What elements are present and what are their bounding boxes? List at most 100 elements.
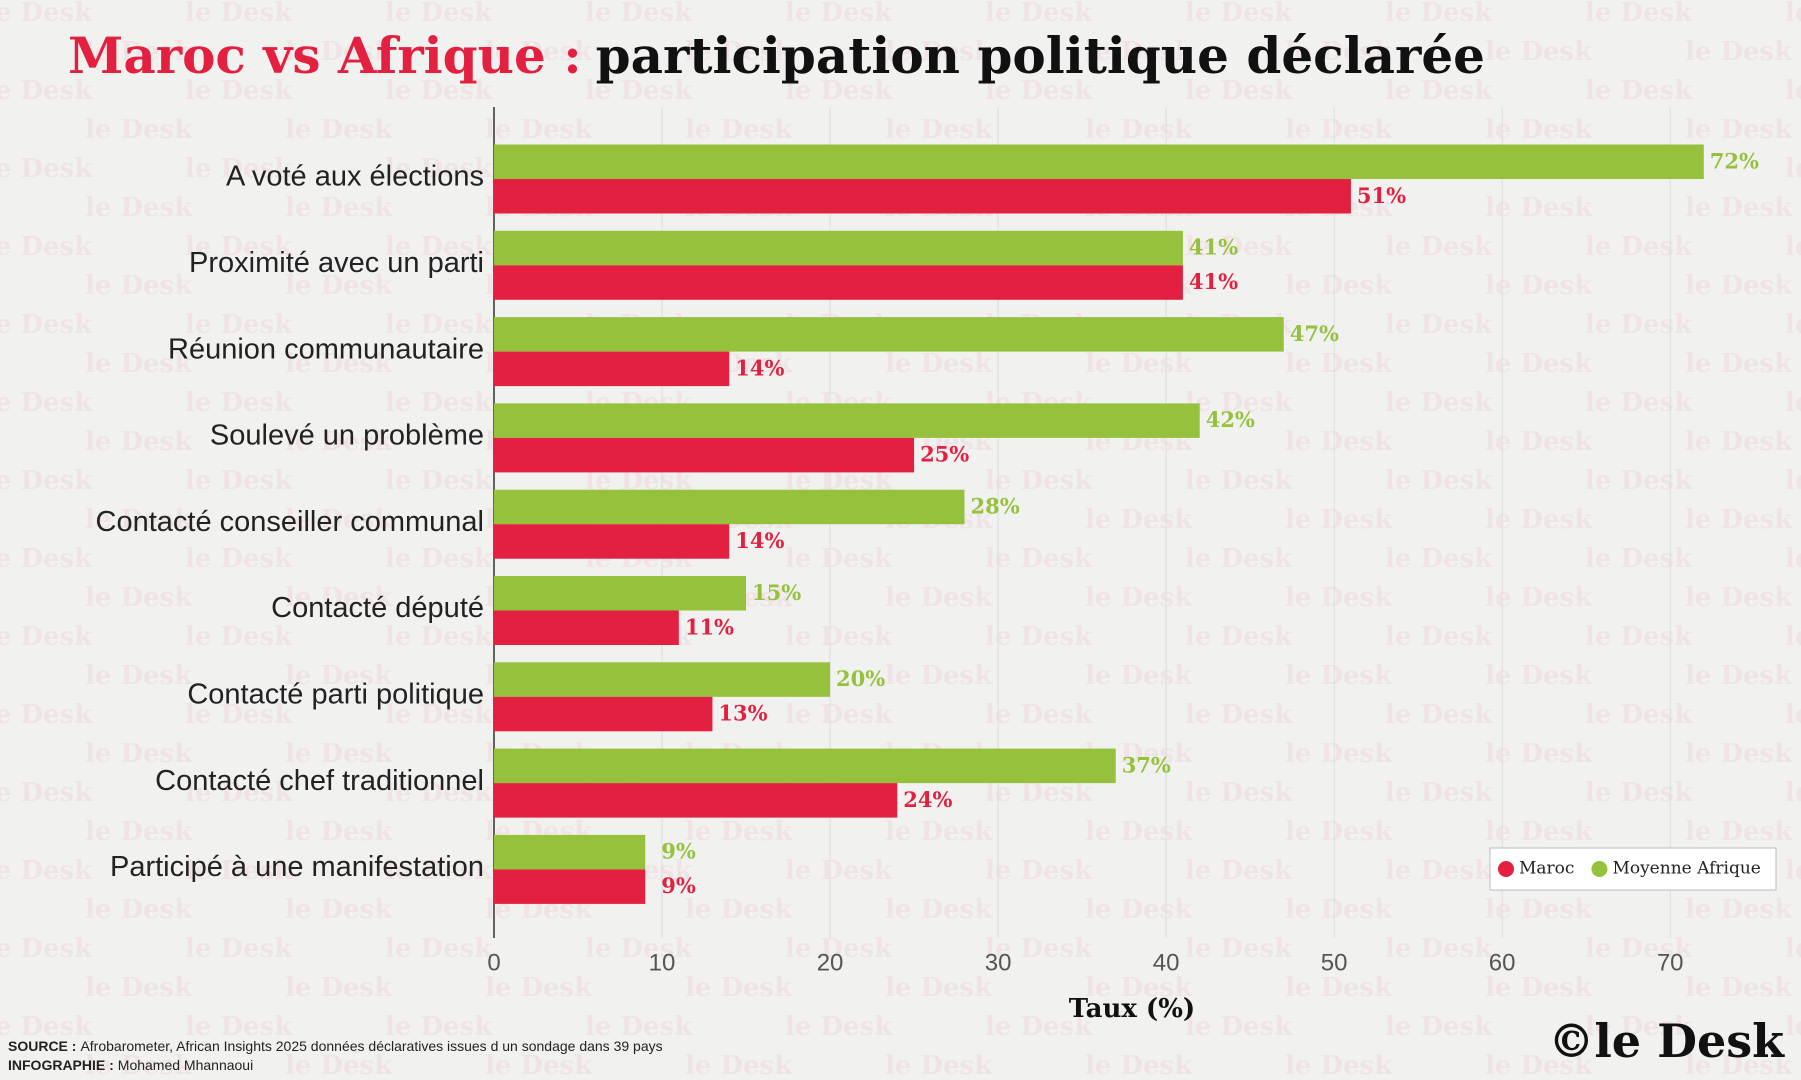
watermark: le Desk (85, 505, 193, 535)
watermark: le Desk (385, 934, 493, 964)
watermark: le Desk (1185, 76, 1293, 106)
watermark: le Desk (0, 310, 93, 340)
bar (494, 524, 730, 559)
watermark: le Desk (1685, 349, 1793, 379)
watermark: le Desk (885, 1051, 993, 1080)
watermark: le Desk (1485, 895, 1593, 925)
watermark: le Desk (485, 1051, 593, 1080)
watermark: le Desk (885, 973, 993, 1003)
watermark: le Desk (985, 76, 1093, 106)
watermark: le Desk (185, 154, 293, 184)
watermark: le Desk (1785, 934, 1801, 964)
watermark: le Desk (785, 0, 893, 28)
bar (494, 351, 730, 387)
chart-title: Maroc vs Afrique : participation politiqu… (68, 26, 1485, 85)
watermark: le Desk (1585, 310, 1693, 340)
legend-box (1489, 847, 1777, 891)
bar (494, 317, 1284, 352)
watermark: le Desk (1085, 895, 1193, 925)
watermark: le Desk (1685, 115, 1793, 145)
watermark: le Desk (1085, 1051, 1193, 1080)
x-tick-label: 20 (817, 949, 844, 976)
watermark: le Desk (1285, 427, 1393, 457)
watermark: le Desk (285, 271, 393, 301)
watermark: le Desk (0, 856, 93, 886)
watermark: le Desk (0, 544, 93, 574)
watermark: le Desk (785, 1012, 893, 1042)
watermark: le Desk (1285, 349, 1393, 379)
watermark: le Desk (85, 37, 193, 67)
watermark: le Desk (385, 700, 493, 730)
legend-label: Maroc (1519, 859, 1574, 879)
watermark: le Desk (785, 76, 893, 106)
watermark: le Desk (1485, 661, 1593, 691)
bar (494, 783, 898, 818)
bar (494, 179, 1351, 214)
watermark: le Desk (1385, 544, 1493, 574)
watermark: le Desk (1585, 466, 1693, 496)
value-label: 24% (903, 787, 952, 812)
watermark: le Desk (1085, 583, 1193, 613)
watermark: le Desk (1785, 466, 1801, 496)
bar (494, 403, 1200, 438)
watermark: le Desk (185, 466, 293, 496)
watermark: le Desk (1485, 271, 1593, 301)
watermark: le Desk (385, 778, 493, 808)
watermark: le Desk (1485, 583, 1593, 613)
watermark: le Desk (585, 1012, 693, 1042)
watermark: le Desk (1085, 349, 1193, 379)
watermark: le Desk (785, 856, 893, 886)
watermark: le Desk (885, 817, 993, 847)
watermark: le Desk (1085, 661, 1193, 691)
watermark: le Desk (785, 544, 893, 574)
watermark: le Desk (1285, 973, 1393, 1003)
source-label: SOURCE : (8, 1038, 76, 1054)
watermark: le Desk (685, 1051, 793, 1080)
bar (494, 696, 713, 732)
value-label: 15% (752, 580, 801, 605)
watermark: le Desk (85, 271, 193, 301)
watermark: le Desk (985, 622, 1093, 652)
watermark: le Desk (0, 778, 93, 808)
bar (494, 869, 646, 904)
watermark: le Desk (1485, 37, 1593, 67)
watermark: le Desk (1785, 388, 1801, 418)
watermark: le Desk (1485, 115, 1593, 145)
watermark: le Desk (0, 388, 93, 418)
bar (494, 662, 831, 697)
watermark: le Desk (1085, 817, 1193, 847)
watermark: le Desk (0, 622, 93, 652)
watermark: le Desk (1085, 973, 1193, 1003)
watermark: le Desk (1585, 778, 1693, 808)
x-axis-title: Taux (%) (1069, 994, 1195, 1024)
watermark: le Desk (1485, 193, 1593, 223)
watermark: le Desk (1485, 973, 1593, 1003)
watermark: le Desk (0, 232, 93, 262)
watermark: le Desk (1385, 310, 1493, 340)
watermark: le Desk (385, 0, 493, 28)
credit: INFOGRAPHIE : Mohamed Mhannaoui (8, 1057, 253, 1073)
watermark: le Desk (1185, 388, 1293, 418)
watermark: le Desk (0, 700, 93, 730)
legend-label: Moyenne Afrique (1612, 859, 1760, 879)
watermark: le Desk (685, 37, 793, 67)
watermark: le Desk (385, 544, 493, 574)
x-tick-label: 70 (1657, 949, 1684, 976)
value-label: 72% (1710, 148, 1759, 173)
bar (494, 748, 1116, 784)
value-label: 11% (685, 614, 734, 639)
bar (494, 265, 1183, 300)
x-tick-label: 30 (985, 949, 1012, 976)
watermark: le Desk (1785, 154, 1801, 184)
bar (494, 610, 679, 645)
watermark: le Desk (1285, 115, 1393, 145)
watermark: le Desk (1285, 661, 1393, 691)
watermark: le Desk (585, 934, 693, 964)
watermark: le Desk (85, 583, 193, 613)
watermark: le Desk (1385, 388, 1493, 418)
watermark: le Desk (1185, 466, 1293, 496)
watermark: le Desk (85, 1051, 193, 1080)
watermark: le Desk (885, 115, 993, 145)
watermark: le Desk (1785, 0, 1801, 28)
watermark: le Desk (285, 817, 393, 847)
